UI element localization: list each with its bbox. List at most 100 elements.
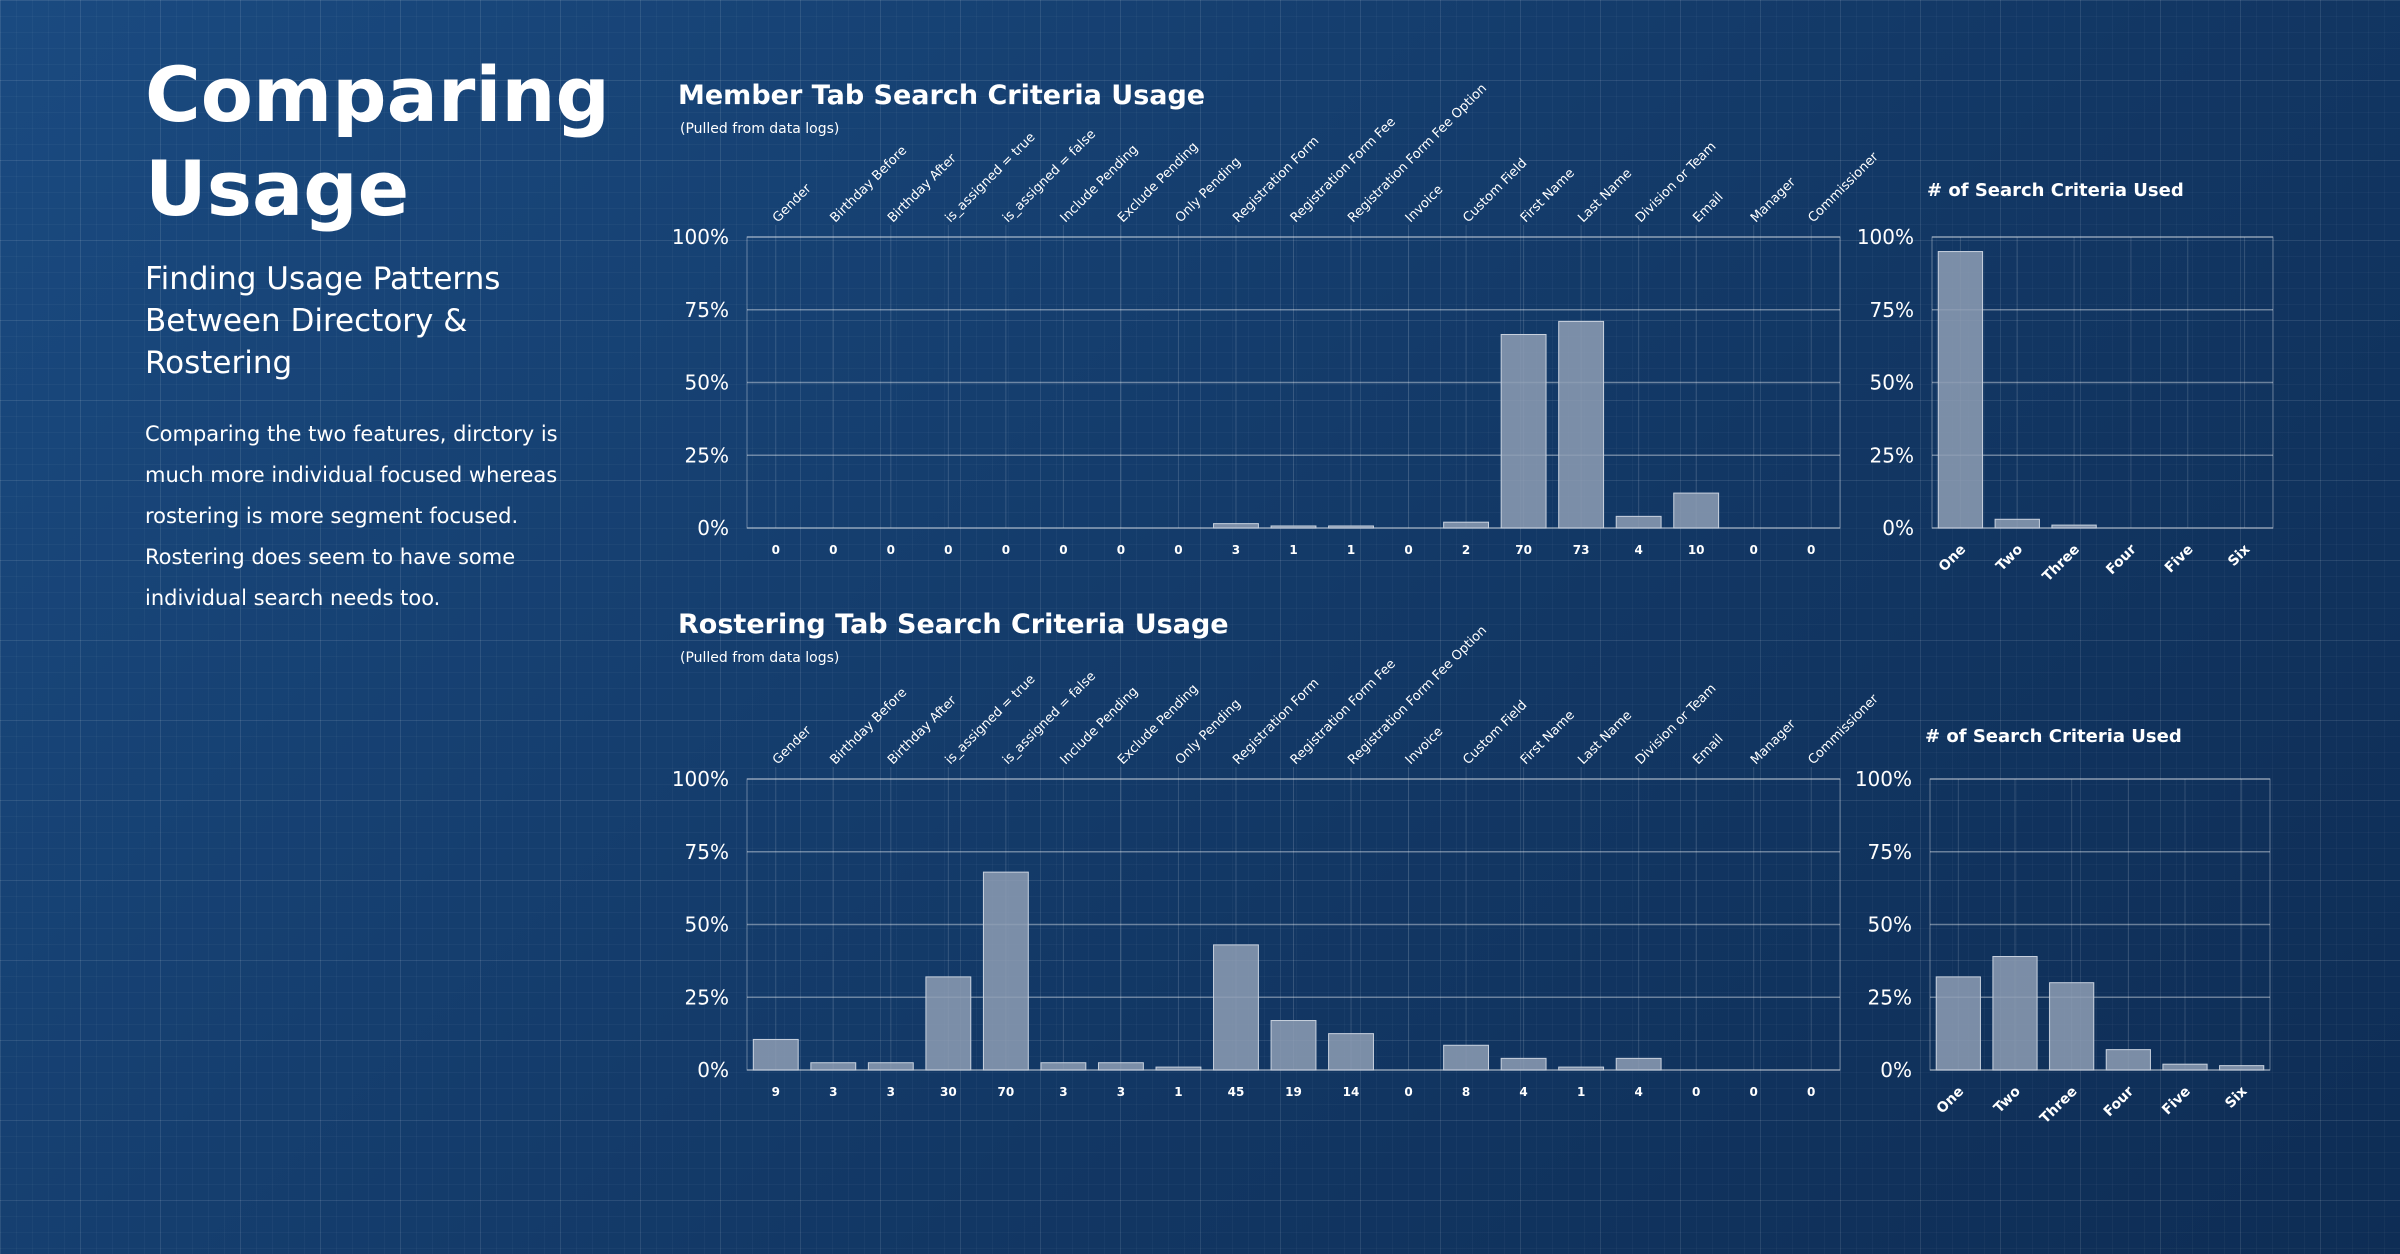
plot-frame xyxy=(1931,236,2274,529)
count-label: 0 xyxy=(1750,1085,1758,1099)
chart-title: # of Search Criteria Used xyxy=(1927,180,2184,201)
count-label: 0 xyxy=(1750,543,1758,557)
bar xyxy=(2049,982,2095,1071)
y-tick-label: 50% xyxy=(1868,913,1912,937)
bar xyxy=(1213,523,1259,529)
category-label: Six xyxy=(2225,542,2253,570)
bar xyxy=(2162,1063,2208,1071)
category-label: Two xyxy=(1991,1083,2024,1116)
chart-subtitle: (Pulled from data logs) xyxy=(680,650,839,666)
count-label: 1 xyxy=(1577,1085,1585,1099)
bar xyxy=(1935,976,1981,1071)
count-label: 8 xyxy=(1462,1085,1470,1099)
count-label: 0 xyxy=(1807,543,1815,557)
y-tick-label: 25% xyxy=(685,985,729,1009)
count-label: 19 xyxy=(1285,1085,1302,1099)
count-label: 3 xyxy=(1232,543,1240,557)
count-label: 10 xyxy=(1688,543,1705,557)
y-tick-label: 50% xyxy=(1870,371,1914,395)
y-tick-label: 100% xyxy=(1857,225,1914,249)
category-label: Email xyxy=(1690,732,1726,768)
category-label: Manager xyxy=(1748,716,1799,767)
bar xyxy=(2219,1065,2265,1071)
count-label: 30 xyxy=(940,1085,957,1099)
count-label: 70 xyxy=(1515,543,1532,557)
y-tick-label: 100% xyxy=(672,767,729,791)
bar xyxy=(1615,1057,1662,1071)
bar xyxy=(1040,1062,1087,1071)
bar xyxy=(1673,492,1720,529)
category-label: Five xyxy=(2162,542,2197,577)
category-label: Gender xyxy=(770,181,815,226)
count-label: 0 xyxy=(772,543,780,557)
bar xyxy=(1937,251,1984,529)
chart-title: Member Tab Search Criteria Usage xyxy=(678,80,1205,111)
count-label: 2 xyxy=(1462,543,1470,557)
bar xyxy=(1328,525,1374,529)
category-label: Five xyxy=(2159,1084,2194,1119)
count-label: 3 xyxy=(887,1085,895,1099)
bar xyxy=(1270,1020,1317,1071)
bar xyxy=(1994,518,2040,529)
count-label: 3 xyxy=(829,1085,837,1099)
bar xyxy=(1270,525,1317,529)
count-label: 9 xyxy=(772,1085,780,1099)
bar xyxy=(1328,1033,1374,1071)
y-tick-label: 50% xyxy=(685,913,729,937)
count-label: 0 xyxy=(944,543,952,557)
count-label: 4 xyxy=(1634,1085,1642,1099)
bar xyxy=(1097,1062,1144,1071)
count-label: 0 xyxy=(1404,543,1412,557)
count-label: 0 xyxy=(1002,543,1010,557)
category-label: Registration Form Fee xyxy=(1288,115,1399,226)
category-label: Three xyxy=(2037,1084,2080,1127)
page-title: Comparing Usage xyxy=(145,50,610,233)
bar xyxy=(1500,1057,1547,1071)
page-description: Comparing the two features, dirctory is … xyxy=(145,422,558,610)
count-label: 3 xyxy=(1117,1085,1125,1099)
bar xyxy=(1443,1044,1490,1071)
y-tick-label: 25% xyxy=(1868,985,1912,1009)
chart-title: # of Search Criteria Used xyxy=(1925,726,2182,747)
bar xyxy=(1615,515,1662,529)
count-label: 0 xyxy=(1117,543,1125,557)
count-label: 1 xyxy=(1347,543,1355,557)
category-label: Invoice xyxy=(1403,724,1446,767)
y-tick-label: 25% xyxy=(685,443,729,467)
chart-subtitle: (Pulled from data logs) xyxy=(680,121,839,137)
bar xyxy=(1155,1066,1202,1071)
bar xyxy=(1558,1066,1605,1071)
category-label: Four xyxy=(2101,1083,2137,1119)
bar xyxy=(1213,944,1259,1071)
page-subtitle: Finding Usage Patterns Between Directory… xyxy=(145,261,501,381)
y-tick-label: 75% xyxy=(685,840,729,864)
count-label: 4 xyxy=(1634,543,1642,557)
count-label: 1 xyxy=(1289,543,1297,557)
count-label: 0 xyxy=(829,543,837,557)
category-label: One xyxy=(1934,1084,1967,1117)
y-tick-label: 100% xyxy=(1855,767,1912,791)
category-label: One xyxy=(1936,542,1969,575)
category-label: Six xyxy=(2222,1084,2250,1112)
y-tick-label: 25% xyxy=(1870,443,1914,467)
bar xyxy=(1443,521,1490,529)
y-tick-label: 75% xyxy=(1868,840,1912,864)
bar xyxy=(925,976,972,1071)
plot-frame xyxy=(1929,778,2271,1071)
bar xyxy=(1500,333,1547,529)
y-tick-label: 100% xyxy=(672,225,729,249)
category-label: Last Name xyxy=(1575,166,1635,226)
bar xyxy=(1992,956,2038,1071)
y-tick-label: 50% xyxy=(685,371,729,395)
y-tick-label: 75% xyxy=(685,298,729,322)
bar xyxy=(752,1038,799,1071)
category-label: Three xyxy=(2039,542,2082,585)
category-label: Last Name xyxy=(1575,708,1635,768)
y-tick-label: 0% xyxy=(1882,516,1914,540)
y-tick-label: 0% xyxy=(1880,1058,1912,1082)
count-label: 45 xyxy=(1228,1085,1245,1099)
intro-panel: Comparing Usage Finding Usage Patterns B… xyxy=(145,48,615,619)
count-label: 73 xyxy=(1573,543,1590,557)
category-label: Email xyxy=(1690,190,1726,226)
